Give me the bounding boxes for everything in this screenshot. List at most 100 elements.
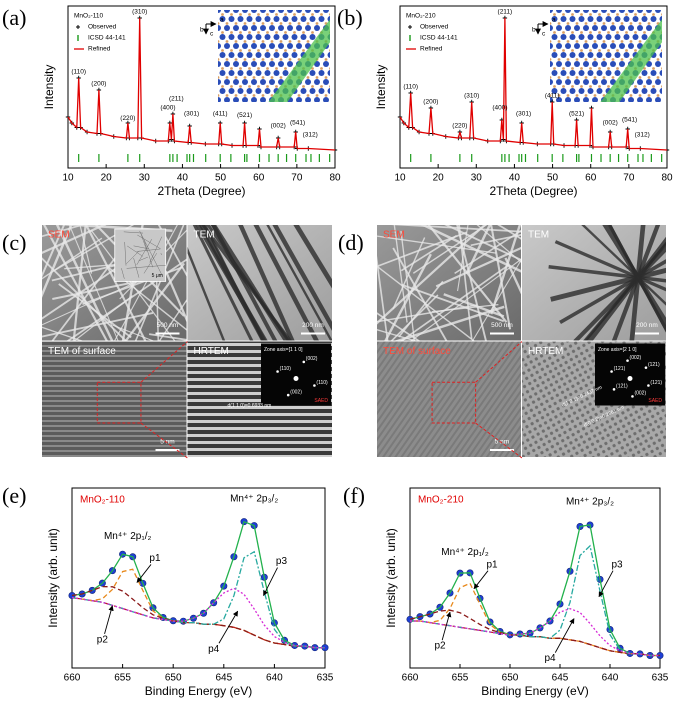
atom-small bbox=[567, 94, 570, 97]
atom bbox=[592, 61, 598, 67]
atom bbox=[669, 88, 673, 94]
atom-small bbox=[540, 94, 543, 97]
atom-small bbox=[289, 22, 292, 25]
atom bbox=[610, 43, 616, 49]
atom bbox=[547, 7, 553, 13]
atom bbox=[588, 106, 594, 112]
atom-small bbox=[634, 103, 637, 106]
atom bbox=[247, 34, 253, 40]
atom-small bbox=[262, 22, 265, 25]
atom bbox=[534, 52, 540, 58]
atom bbox=[251, 79, 257, 85]
atom bbox=[296, 43, 302, 49]
atom-small bbox=[356, 49, 359, 52]
atom-small bbox=[266, 31, 269, 34]
atom-small bbox=[625, 49, 628, 52]
atom-small bbox=[549, 40, 552, 43]
atom-small bbox=[639, 112, 642, 115]
atom bbox=[215, 7, 221, 13]
atom bbox=[633, 16, 639, 22]
spot-label: (002) bbox=[290, 389, 302, 395]
annotation: (541) bbox=[290, 120, 305, 127]
atom-small bbox=[338, 31, 341, 34]
atom-small bbox=[253, 112, 256, 115]
x-tick-label: 80 bbox=[661, 173, 673, 184]
tile-label: TEM bbox=[194, 230, 215, 241]
legend-title: MnO₂-210 bbox=[406, 13, 436, 20]
atom-small bbox=[356, 67, 359, 70]
atom-small bbox=[621, 22, 624, 25]
atom bbox=[310, 0, 316, 4]
atom-small bbox=[634, 13, 637, 16]
atom bbox=[346, 34, 352, 40]
atom bbox=[319, 88, 325, 94]
panel-label: (b) bbox=[337, 5, 363, 30]
atom-small bbox=[612, 22, 615, 25]
atom bbox=[651, 88, 657, 94]
atom bbox=[292, 106, 298, 112]
atom bbox=[642, 70, 648, 76]
atom bbox=[269, 79, 275, 85]
atom-small bbox=[307, 94, 310, 97]
atom bbox=[525, 0, 531, 4]
saed-spot bbox=[276, 370, 279, 373]
atom bbox=[247, 88, 253, 94]
y-axis-label: Intensity (arb. unit) bbox=[384, 528, 398, 627]
atom-small bbox=[616, 103, 619, 106]
atom bbox=[256, 106, 262, 112]
atom bbox=[310, 70, 316, 76]
atom-small bbox=[616, 31, 619, 34]
atom-small bbox=[329, 103, 332, 106]
atom bbox=[256, 16, 262, 22]
atom bbox=[606, 70, 612, 76]
atom-small bbox=[558, 76, 561, 79]
atom-small bbox=[540, 112, 543, 115]
atom bbox=[269, 61, 275, 67]
atom bbox=[238, 0, 244, 4]
atom bbox=[619, 25, 625, 31]
annotation: (220) bbox=[452, 123, 467, 130]
atom bbox=[193, 0, 199, 4]
atom-small bbox=[553, 103, 556, 106]
atom-small bbox=[293, 49, 296, 52]
legend-label: ICSD 44-141 bbox=[420, 35, 458, 42]
atom bbox=[628, 25, 634, 31]
atom bbox=[269, 43, 275, 49]
atom-small bbox=[226, 76, 229, 79]
atom-small bbox=[589, 67, 592, 70]
atom-small bbox=[652, 85, 655, 88]
atom bbox=[570, 34, 576, 40]
atom bbox=[238, 88, 244, 94]
atom bbox=[233, 7, 239, 13]
atom bbox=[301, 34, 307, 40]
atom bbox=[265, 52, 271, 58]
atom bbox=[574, 43, 580, 49]
atom bbox=[615, 106, 621, 112]
atom-small bbox=[639, 22, 642, 25]
axis-name: c bbox=[542, 31, 546, 38]
atom-small bbox=[257, 49, 260, 52]
y-axis-label: Intensity bbox=[374, 65, 388, 110]
atom-small bbox=[257, 67, 260, 70]
annotation: Mn⁴⁺ 2p₃/₂ bbox=[566, 497, 614, 508]
atom-small bbox=[625, 31, 628, 34]
atom bbox=[646, 79, 652, 85]
atom bbox=[229, 0, 235, 4]
atom-small bbox=[338, 103, 341, 106]
atom bbox=[283, 70, 289, 76]
atom-small bbox=[544, 13, 547, 16]
atom-small bbox=[356, 103, 359, 106]
atom-small bbox=[621, 40, 624, 43]
atom bbox=[337, 0, 343, 4]
atom bbox=[337, 34, 343, 40]
atom bbox=[628, 7, 634, 13]
atom bbox=[669, 16, 673, 22]
atom-small bbox=[212, 103, 215, 106]
y-axis-label: Intensity bbox=[42, 65, 56, 110]
atom-small bbox=[244, 40, 247, 43]
atom-small bbox=[248, 31, 251, 34]
atom bbox=[197, 79, 203, 85]
atom bbox=[597, 106, 603, 112]
saed-center bbox=[294, 376, 299, 381]
atom bbox=[543, 106, 549, 112]
